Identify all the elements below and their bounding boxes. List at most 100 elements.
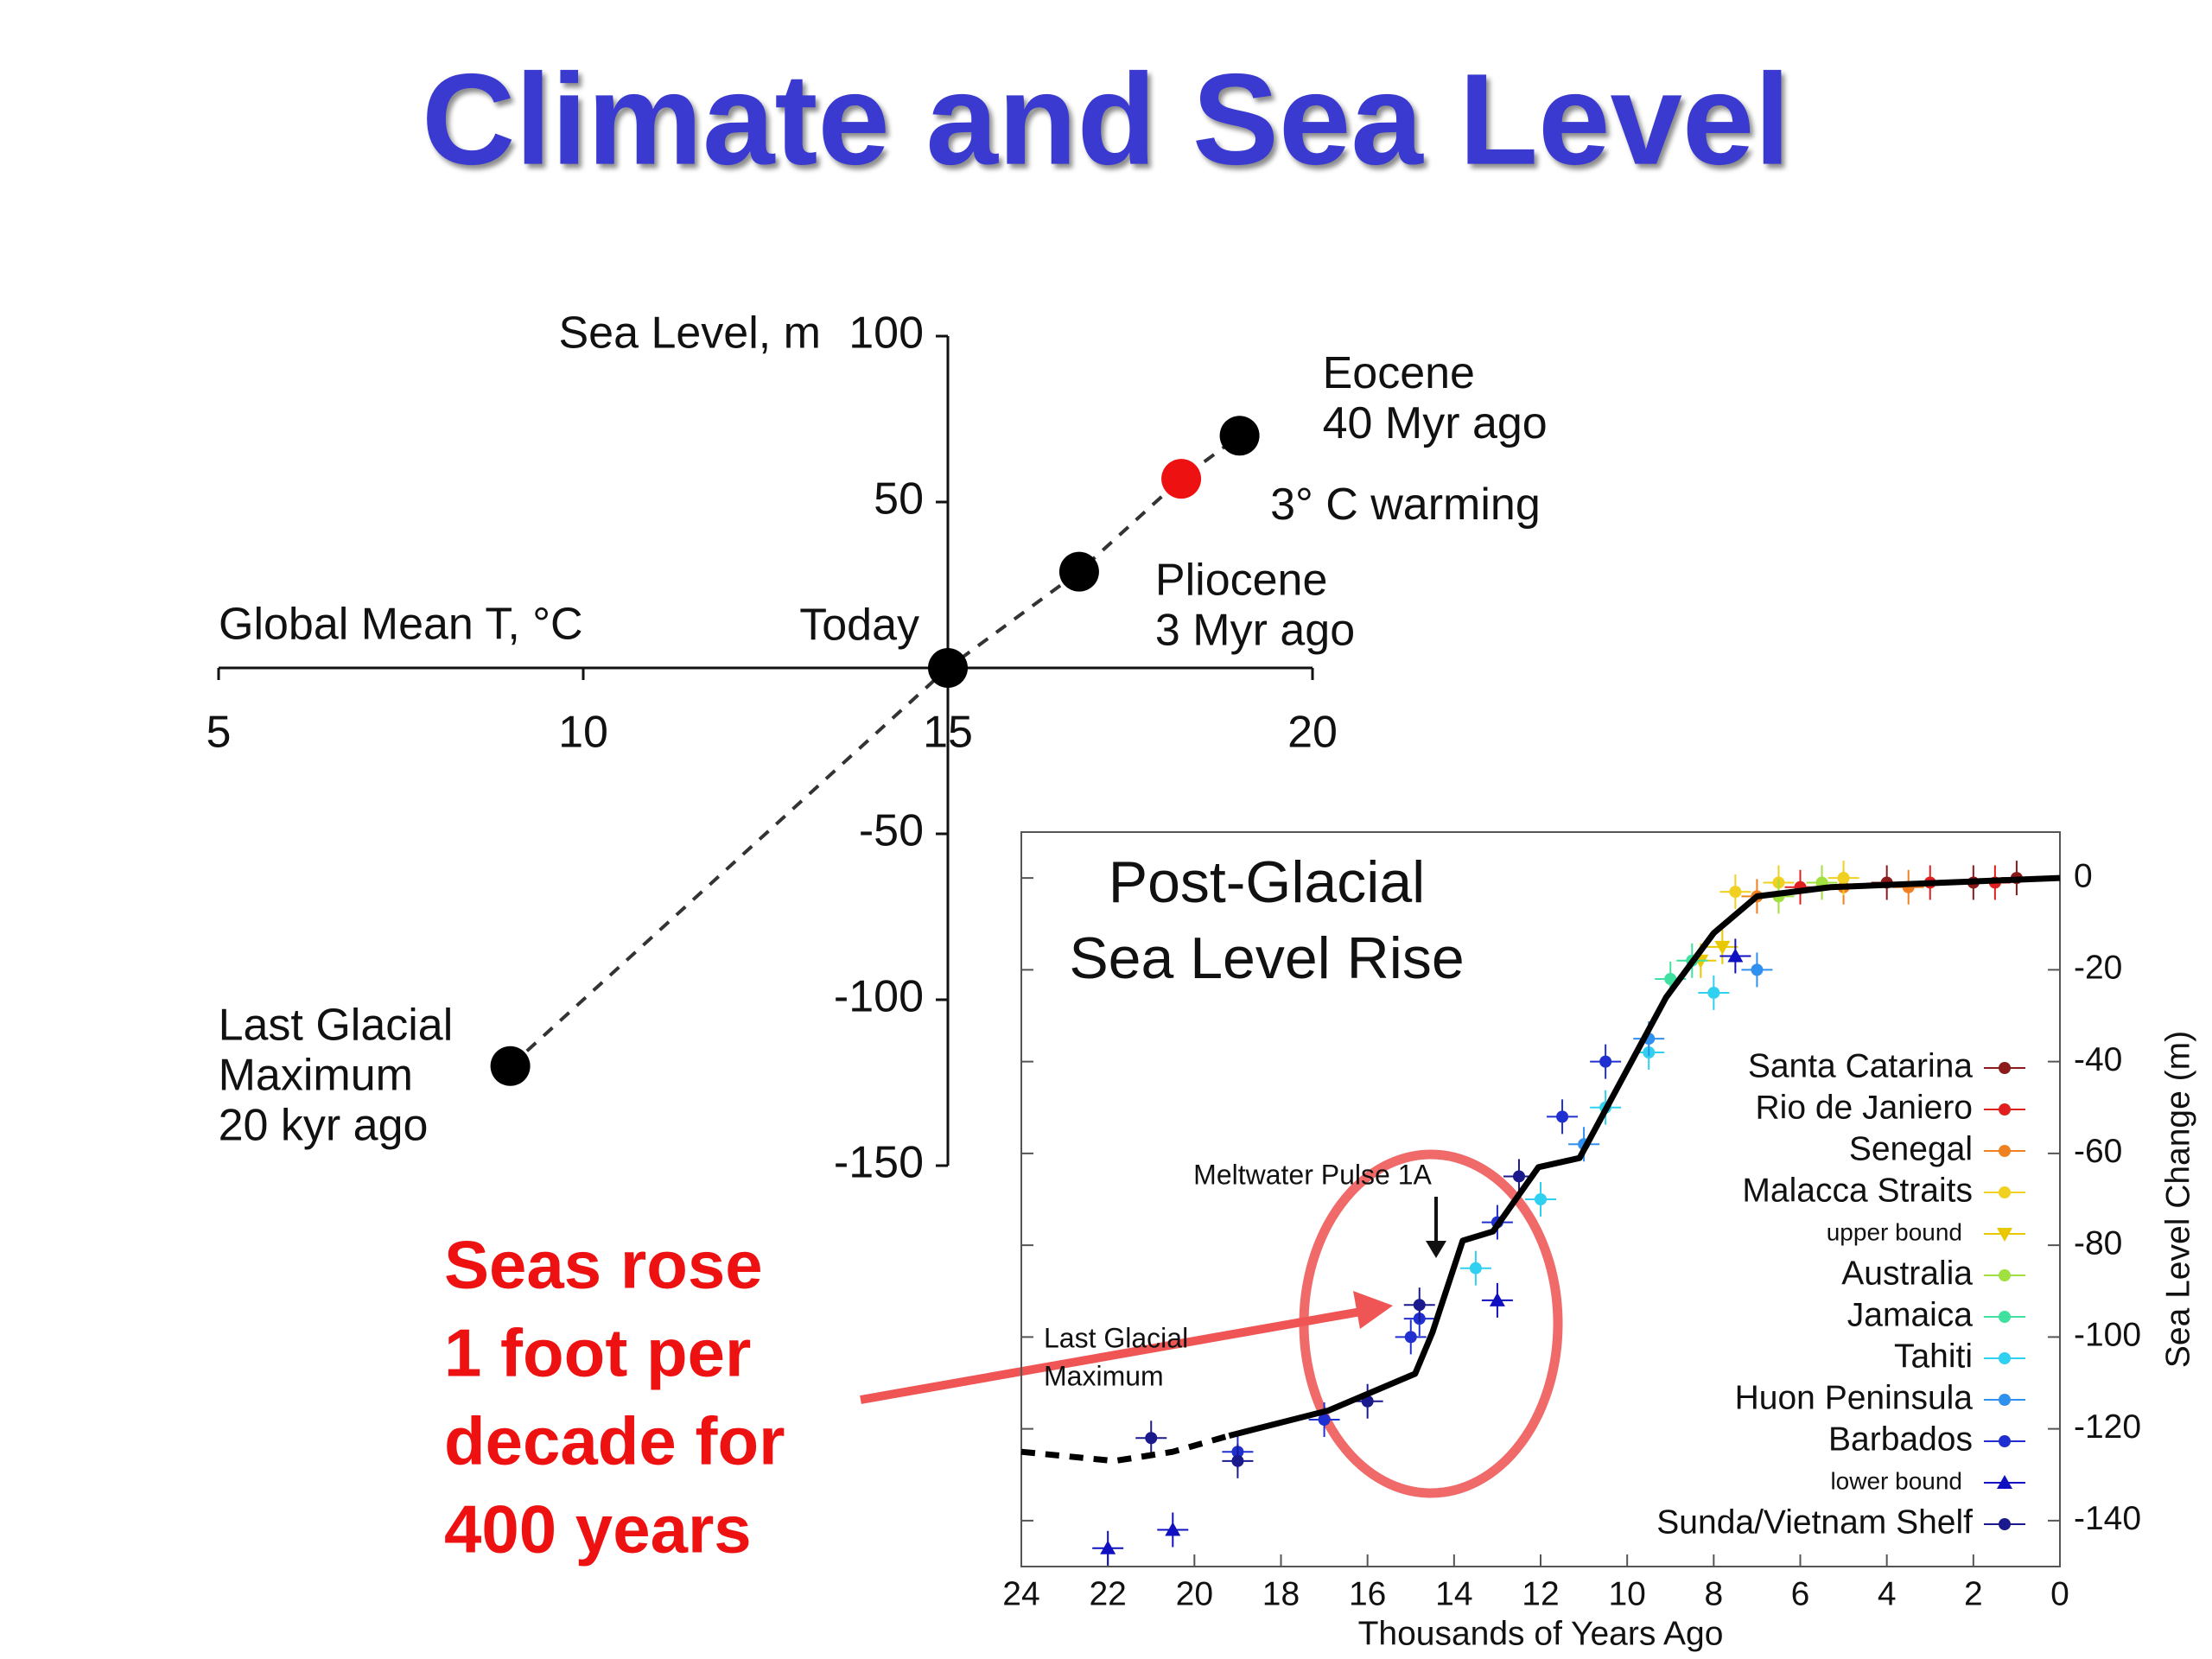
y-tick-label: -150 <box>834 1138 924 1188</box>
marker <box>1404 1331 1417 1344</box>
marker <box>1413 1299 1426 1312</box>
legend-label: Barbados <box>1828 1421 1973 1458</box>
legend-label: Rio de Janiero <box>1756 1089 1973 1126</box>
legend-marker <box>1984 1435 2025 1447</box>
data-point <box>1219 416 1260 456</box>
y-tick-label: -120 <box>2074 1408 2141 1446</box>
legend-label: lower bound <box>1830 1467 1962 1494</box>
annotation-text: 400 years <box>444 1491 752 1567</box>
marker <box>1999 1394 2011 1406</box>
data-point <box>1698 975 1730 1010</box>
data-point <box>1157 1512 1189 1548</box>
data-point <box>1547 1099 1579 1135</box>
legend-marker <box>1984 1475 2025 1489</box>
marker <box>1231 1454 1244 1467</box>
legend-marker <box>1984 1311 2025 1323</box>
y-tick-label: -100 <box>834 972 924 1022</box>
x-tick-label: 2 <box>1964 1575 1983 1612</box>
annotation-text: decade for <box>444 1403 785 1479</box>
data-point <box>1459 1250 1491 1286</box>
x-tick-label: 10 <box>558 708 608 758</box>
marker <box>1837 872 1850 885</box>
data-point <box>1161 459 1202 499</box>
marker <box>1469 1262 1482 1274</box>
annotation: Last Glacial <box>1044 1322 1188 1353</box>
legend-label: Senegal <box>1849 1130 1973 1167</box>
y-tick-label: -60 <box>2074 1133 2122 1170</box>
marker <box>1997 1475 2012 1489</box>
y-tick-label: 0 <box>2074 857 2093 894</box>
x-tick-label: 22 <box>1089 1575 1126 1612</box>
marker <box>1145 1432 1158 1445</box>
annotation: Meltwater Pulse 1A <box>1193 1159 1432 1190</box>
curve <box>1228 874 2061 1439</box>
x-tick-label: 6 <box>1791 1575 1810 1612</box>
x-tick-label: 15 <box>923 708 973 758</box>
legend-marker <box>1984 1394 2025 1406</box>
annotation: Maximum <box>1044 1360 1164 1391</box>
chart-title: Sea Level Rise <box>1069 925 1464 991</box>
y-tick-label: 100 <box>849 308 924 359</box>
marker <box>1751 963 1764 976</box>
marker <box>1165 1522 1181 1536</box>
x-tick-label: 14 <box>1435 1575 1472 1612</box>
x-tick-label: 24 <box>1002 1575 1039 1612</box>
marker <box>1318 1414 1331 1426</box>
legend-label: Santa Catarina <box>1748 1047 1973 1084</box>
y-tick-label: -80 <box>2074 1224 2122 1262</box>
marker <box>1999 1062 2011 1074</box>
point-label: 3° C warming <box>1270 480 1541 530</box>
y-tick-label: -40 <box>2074 1041 2122 1078</box>
legend-label: Huon Peninsula <box>1735 1379 1974 1416</box>
curve <box>1020 1433 1230 1465</box>
data-point <box>1308 1402 1340 1437</box>
legend-label: Sunda/Vietnam Shelf <box>1656 1503 1973 1541</box>
legend-label: upper bound <box>1827 1218 1962 1245</box>
marker <box>1512 1170 1525 1183</box>
data-point <box>1719 938 1751 974</box>
data-point <box>1707 929 1738 964</box>
legend-label: Malacca Straits <box>1742 1172 1973 1209</box>
data-point <box>1222 1443 1254 1478</box>
point-label: 3 Myr ago <box>1155 605 1355 655</box>
legend-marker <box>1984 1145 2025 1157</box>
data-point <box>1395 1319 1427 1355</box>
point-label: 20 kyr ago <box>219 1101 429 1151</box>
y-tick-label: -20 <box>2074 950 2122 987</box>
x-tick-label: 5 <box>207 708 232 758</box>
y-tick-label: -50 <box>859 806 924 856</box>
y-axis-label: Sea Level, m <box>559 308 822 359</box>
legend-label: Jamaica <box>1847 1296 1974 1333</box>
x-tick-label: 20 <box>1287 708 1338 758</box>
legend-marker <box>1984 1103 2025 1116</box>
marker <box>1599 1055 1612 1068</box>
x-tick-label: 12 <box>1522 1575 1559 1612</box>
chart-title: Post-Glacial <box>1109 849 1426 915</box>
x-tick-label: 16 <box>1349 1575 1386 1612</box>
legend-marker <box>1984 1518 2025 1530</box>
x-tick-label: 8 <box>1704 1575 1723 1612</box>
marker <box>1999 1103 2011 1116</box>
marker <box>1999 1311 2011 1323</box>
marker <box>1707 986 1720 999</box>
point-label: Last Glacial <box>219 1001 454 1051</box>
data-point <box>1525 1182 1556 1217</box>
arrow-head <box>1353 1291 1393 1329</box>
data-point <box>1403 1287 1435 1323</box>
legend-label: Tahiti <box>1894 1338 1973 1375</box>
legend-marker <box>1984 1269 2025 1281</box>
x-tick-label: 0 <box>2050 1575 2069 1612</box>
x-tick-label: 20 <box>1176 1575 1213 1612</box>
marker <box>1727 948 1744 963</box>
marker <box>1999 1186 2011 1198</box>
data-point <box>1092 1530 1124 1566</box>
point-label: Today <box>799 601 919 651</box>
marker <box>1999 1518 2011 1530</box>
y-axis-label: Sea Level Change (m) <box>2159 1031 2196 1368</box>
marker <box>1489 1292 1505 1306</box>
x-tick-label: 10 <box>1608 1575 1645 1612</box>
point-label: Pliocene <box>1155 555 1327 605</box>
